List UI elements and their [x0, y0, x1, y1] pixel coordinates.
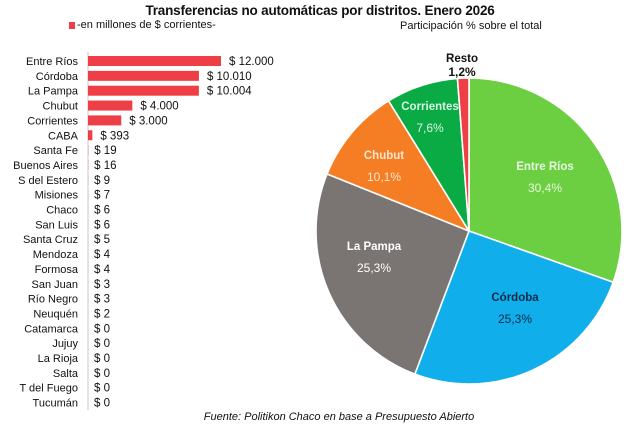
bar-legend: -en millones de $ corrientes-: [69, 19, 216, 31]
bar-value-label: $ 0: [94, 323, 110, 335]
bar-category-label: Corrientes: [27, 115, 78, 127]
pie-title: Participación % sobre el total: [400, 20, 542, 32]
bar-category-label: S del Estero: [18, 175, 78, 187]
bar-value-label: $ 3: [94, 294, 110, 306]
bar-value-label: $ 9: [94, 175, 110, 187]
bar-category-label: Entre Ríos: [26, 56, 78, 68]
pie-slice-value: 25,3%: [498, 312, 532, 326]
bar-category-label: San Luis: [35, 219, 78, 231]
legend-text: -en millones de $ corrientes-: [77, 19, 216, 31]
pie-slice: [456, 77, 470, 232]
legend-swatch: [69, 21, 75, 29]
bar-category-label: Mendoza: [33, 249, 79, 261]
bar: [88, 70, 199, 81]
pie-slice-value: 10,1%: [367, 170, 401, 184]
pie-slice-label: Corrientes: [401, 101, 459, 113]
bar-category-label: Santa Cruz: [23, 234, 78, 246]
bar-value-label: $ 0: [94, 338, 110, 350]
bar-category-label: San Juan: [32, 279, 78, 291]
bar-value-label: $ 3: [94, 279, 110, 291]
bar: [88, 130, 93, 141]
bar: [88, 115, 122, 126]
pie-slice-value: 25,3%: [357, 261, 391, 275]
bar-category-label: Santa Fe: [33, 145, 78, 157]
bar-value-label: $ 4.000: [140, 101, 178, 113]
source-note: Fuente: Politikon Chaco en base a Presup…: [203, 411, 475, 423]
bar-category-label: CABA: [48, 130, 79, 142]
pie-slice-value: 1,2%: [448, 65, 476, 79]
bar-category-label: La Pampa: [28, 86, 79, 98]
bar-category-label: T del Fuego: [19, 383, 78, 395]
bar-category-label: Neuquén: [33, 308, 78, 320]
pie-slice-label: Resto: [446, 53, 478, 65]
pie-slice-value: 7,6%: [416, 121, 444, 135]
bar-value-label: $ 2: [94, 308, 110, 320]
bar-category-label: Formosa: [35, 264, 79, 276]
bar-value-label: $ 0: [94, 398, 110, 410]
bar-value-label: $ 7: [94, 190, 110, 202]
pie-slice-label: Córdoba: [491, 292, 539, 304]
bar-category-label: Río Negro: [28, 294, 78, 306]
bar: [88, 100, 133, 111]
bar-value-label: $ 10.004: [207, 86, 252, 98]
bar-value-label: $ 16: [94, 160, 116, 172]
pie-slice: [325, 99, 471, 233]
bar-value-label: $ 0: [94, 353, 110, 365]
bar-value-label: $ 4: [94, 249, 111, 261]
bar-category-label: Salta: [53, 368, 79, 380]
bar-value-label: $ 6: [94, 219, 110, 231]
bar-value-label: $ 6: [94, 205, 110, 217]
bar-value-label: $ 19: [94, 145, 116, 157]
pie-slice: [468, 77, 623, 284]
bar-category-label: Buenos Aires: [13, 160, 78, 172]
bar-value-label: $ 393: [100, 130, 129, 142]
bar-value-label: $ 5: [94, 234, 110, 246]
pie-slice: [413, 229, 615, 385]
bar-category-label: Córdoba: [36, 71, 79, 83]
pie-slice-value: 30,4%: [528, 181, 562, 195]
bar-category-label: Chaco: [46, 205, 78, 217]
bar-value-label: $ 0: [94, 383, 110, 395]
bar: [88, 85, 199, 96]
bar-category-label: Chubut: [43, 101, 78, 113]
bar-value-label: $ 4: [94, 264, 111, 276]
bar-value-label: $ 0: [94, 368, 110, 380]
bar-category-label: La Rioja: [38, 353, 79, 365]
bar-category-label: Catamarca: [24, 323, 79, 335]
pie-slice-label: Chubut: [364, 150, 404, 162]
pie-slice-label: Entre Ríos: [516, 161, 574, 173]
bar-value-label: $ 3.000: [129, 115, 167, 127]
bar-value-label: $ 10.010: [207, 71, 252, 83]
bar: [88, 56, 221, 66]
bar-value-label: $ 12.000: [229, 56, 274, 68]
chart-title: Transferencias no automáticas por distri…: [145, 3, 495, 18]
bar-category-label: Misiones: [35, 190, 79, 202]
bar-category-label: Tucumán: [33, 398, 78, 410]
bar-category-label: Jujuy: [52, 338, 78, 350]
pie-slice: [315, 172, 471, 376]
pie-slice-label: La Pampa: [347, 241, 402, 253]
